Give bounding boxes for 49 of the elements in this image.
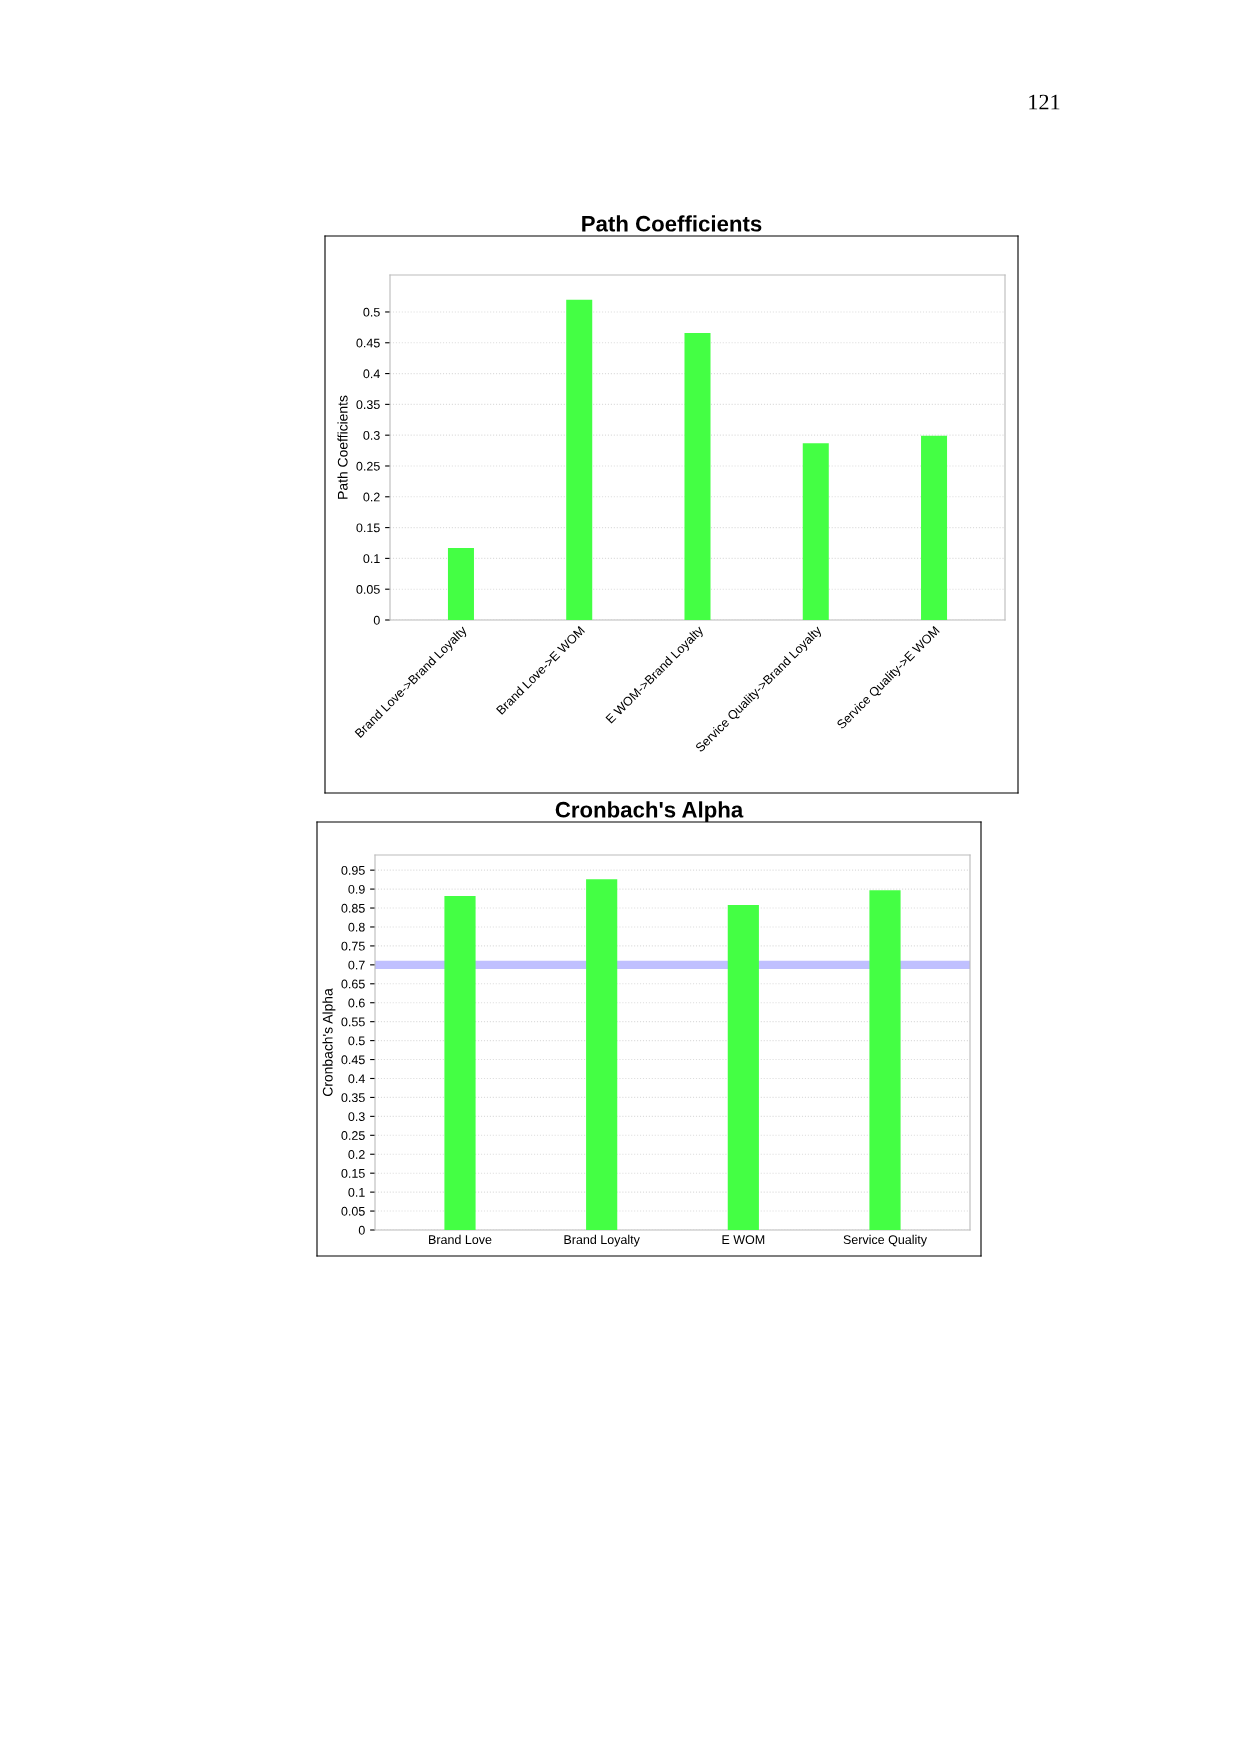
y-tick-label: 0.35 — [356, 400, 380, 410]
y-tick-label: 0.2 — [348, 1150, 365, 1159]
y-tick-label: 0.4 — [363, 369, 380, 379]
bar — [586, 879, 618, 1230]
bar — [566, 299, 593, 620]
x-tick-label: Brand Loyalty — [564, 1234, 640, 1247]
bar — [802, 443, 829, 620]
y-tick-label: 0.25 — [341, 1131, 365, 1140]
chart-title: Cronbach's Alpha — [555, 801, 744, 822]
y-tick-label: 0.3 — [348, 1112, 365, 1122]
y-tick-label: 0.6 — [348, 998, 365, 1008]
y-tick-label: 0.25 — [356, 461, 380, 471]
y-tick-label: 0.05 — [356, 585, 380, 594]
text: 121 — [1029, 94, 1060, 110]
bar — [444, 895, 476, 1230]
y-tick-label: 0 — [373, 615, 380, 625]
y-axis-title: Path Coefficients — [337, 395, 348, 499]
x-tick-label: Brand Love — [429, 1234, 492, 1245]
x-tick-label: E WOM — [722, 1235, 765, 1245]
y-tick-label: 0.7 — [348, 960, 365, 970]
y-tick-label: 0.3 — [363, 430, 380, 440]
y-tick-label: 0.85 — [341, 903, 365, 913]
y-tick-label: 0.8 — [348, 922, 365, 932]
y-tick-label: 0.95 — [341, 865, 365, 875]
bar — [684, 332, 711, 620]
y-tick-label: 0.5 — [363, 307, 380, 317]
y-tick-label: 0.75 — [341, 941, 365, 951]
y-tick-label: 0.55 — [341, 1017, 365, 1027]
bar — [921, 435, 948, 620]
bar — [869, 890, 901, 1230]
bar — [727, 905, 759, 1230]
y-tick-label: 0.5 — [348, 1036, 365, 1046]
y-tick-label: 0.05 — [341, 1206, 365, 1216]
y-tick-label: 0 — [358, 1225, 365, 1235]
y-tick-label: 0.65 — [341, 979, 365, 989]
y-tick-label: 0.1 — [363, 554, 380, 564]
y-tick-label: 0.1 — [348, 1187, 365, 1197]
y-tick-label: 0.4 — [348, 1074, 365, 1084]
y-tick-label: 0.15 — [356, 523, 380, 533]
y-axis-title: Cronbach's Alpha — [322, 988, 336, 1097]
bar — [447, 547, 474, 620]
chart-title: Path Coefficients — [582, 215, 762, 232]
y-tick-label: 0.45 — [356, 338, 380, 348]
y-tick-label: 0.15 — [341, 1168, 365, 1178]
y-tick-label: 0.45 — [341, 1055, 365, 1065]
y-tick-label: 0.2 — [363, 492, 380, 502]
x-tick-label: Service Quality — [843, 1234, 928, 1247]
y-tick-label: 0.35 — [341, 1093, 365, 1103]
y-tick-label: 0.9 — [348, 884, 365, 894]
